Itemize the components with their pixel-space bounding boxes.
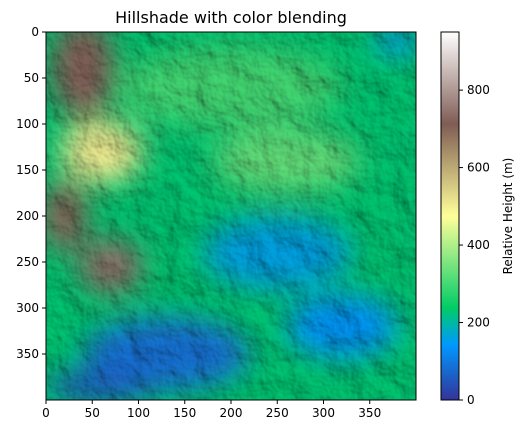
colorbar-ticks: 0 200 400 600 800	[459, 83, 490, 407]
colorbar-tick-label: 200	[467, 316, 490, 330]
colorbar-tick-label: 400	[467, 238, 490, 252]
x-tick-label: 50	[85, 406, 100, 420]
x-tick-label: 150	[173, 406, 196, 420]
x-tick-label: 300	[312, 406, 335, 420]
x-tick-label: 0	[42, 406, 50, 420]
x-tick-label: 200	[220, 406, 243, 420]
x-tick-label: 250	[266, 406, 289, 420]
y-tick-label: 0	[31, 25, 39, 39]
x-tick-label: 350	[358, 406, 381, 420]
chart-title: Hillshade with color blending	[115, 8, 347, 27]
y-tick-label: 50	[24, 71, 39, 85]
y-tick-label: 200	[16, 209, 39, 223]
colorbar-label: Relative Height (m)	[501, 158, 515, 275]
x-axis-ticks: 0 50 100 150 200 250 300 350	[42, 400, 381, 420]
colorbar-tick-label: 0	[467, 393, 475, 407]
y-tick-label: 350	[16, 347, 39, 361]
colorbar-tick-label: 600	[467, 161, 490, 175]
y-axis-ticks: 0 50 100 150 200 250 300 350	[16, 25, 46, 361]
hillshade-overlay	[46, 32, 416, 400]
y-tick-label: 300	[16, 301, 39, 315]
y-tick-label: 150	[16, 163, 39, 177]
y-tick-label: 100	[16, 117, 39, 131]
colorbar	[440, 31, 460, 401]
y-tick-label: 250	[16, 255, 39, 269]
heatmap-image	[46, 32, 416, 400]
colorbar-tick-label: 800	[467, 83, 490, 97]
x-tick-label: 100	[127, 406, 150, 420]
